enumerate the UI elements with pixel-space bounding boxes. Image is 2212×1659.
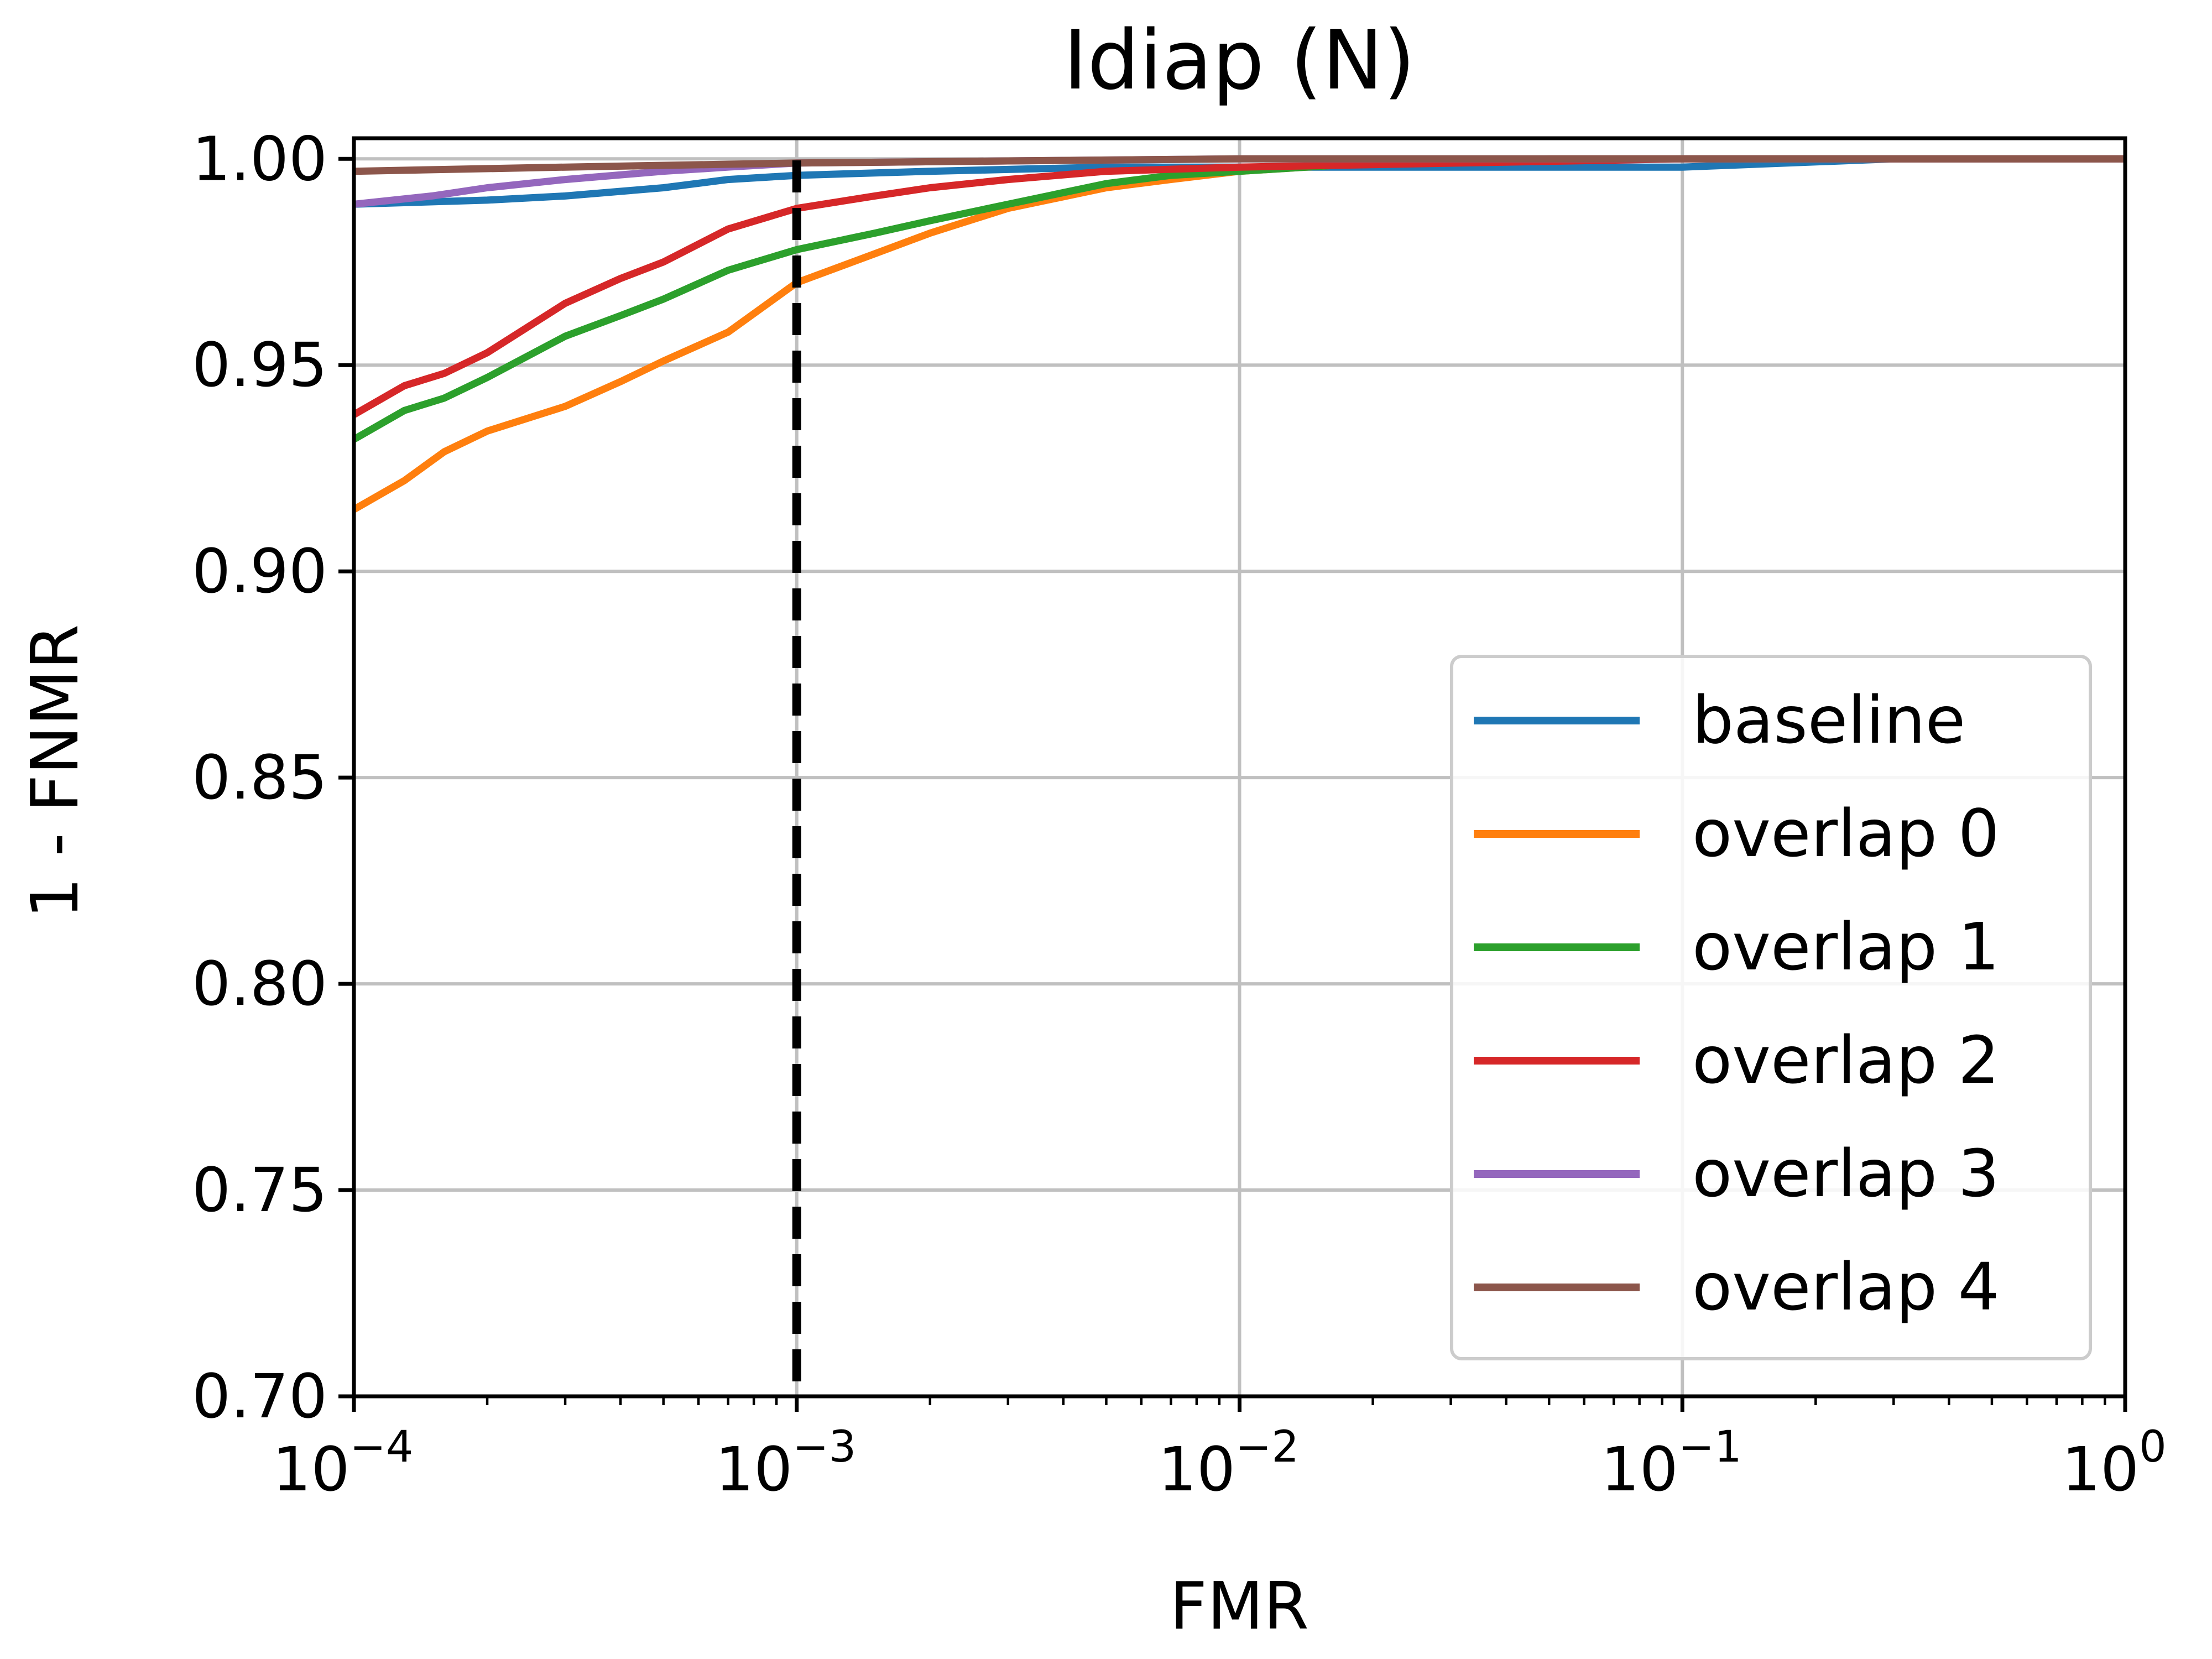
ticks: [338, 156, 2127, 1412]
x-axis-label: FMR: [1170, 1568, 1309, 1644]
y-tick-label: 0.85: [192, 742, 327, 813]
series-line-overlap-4: [353, 155, 2125, 175]
legend-label: overlap 0: [1692, 795, 2000, 872]
y-tick-label: 0.70: [192, 1361, 327, 1432]
series-layer: [352, 155, 2125, 513]
x-tick-label: 10−1: [1601, 1422, 1742, 1505]
y-tick-label: 0.95: [192, 330, 327, 400]
y-tick-label: 1.00: [192, 123, 327, 194]
x-tick-label: 10−3: [715, 1422, 856, 1505]
y-tick-label: 0.75: [192, 1155, 327, 1225]
tick-labels: 0.70 0.75 0.80 0.85 0.90 0.95 1.00 10−4 10−3 10−2…: [192, 123, 2167, 1505]
x-tick-label: 10−2: [1158, 1422, 1299, 1505]
legend-label: overlap 1: [1692, 909, 2000, 985]
series-line-overlap-2: [352, 155, 2125, 418]
legend-label: overlap 4: [1692, 1249, 2000, 1325]
legend: baseline overlap 0 overlap 1 overlap 2 overl…: [1450, 655, 2092, 1360]
legend-label: baseline: [1692, 682, 1965, 758]
y-axis-label: 1 - FNMR: [17, 624, 93, 919]
x-tick-label: 10−4: [273, 1422, 414, 1505]
series-line-baseline: [353, 155, 2125, 208]
x-tick-label: 100: [2062, 1422, 2167, 1505]
legend-label: overlap 2: [1692, 1022, 2000, 1098]
chart-title: Idiap (N): [1063, 13, 1416, 108]
y-tick-label: 0.90: [192, 536, 327, 607]
legend-label: overlap 3: [1692, 1135, 2000, 1212]
y-tick-label: 0.80: [192, 948, 327, 1019]
